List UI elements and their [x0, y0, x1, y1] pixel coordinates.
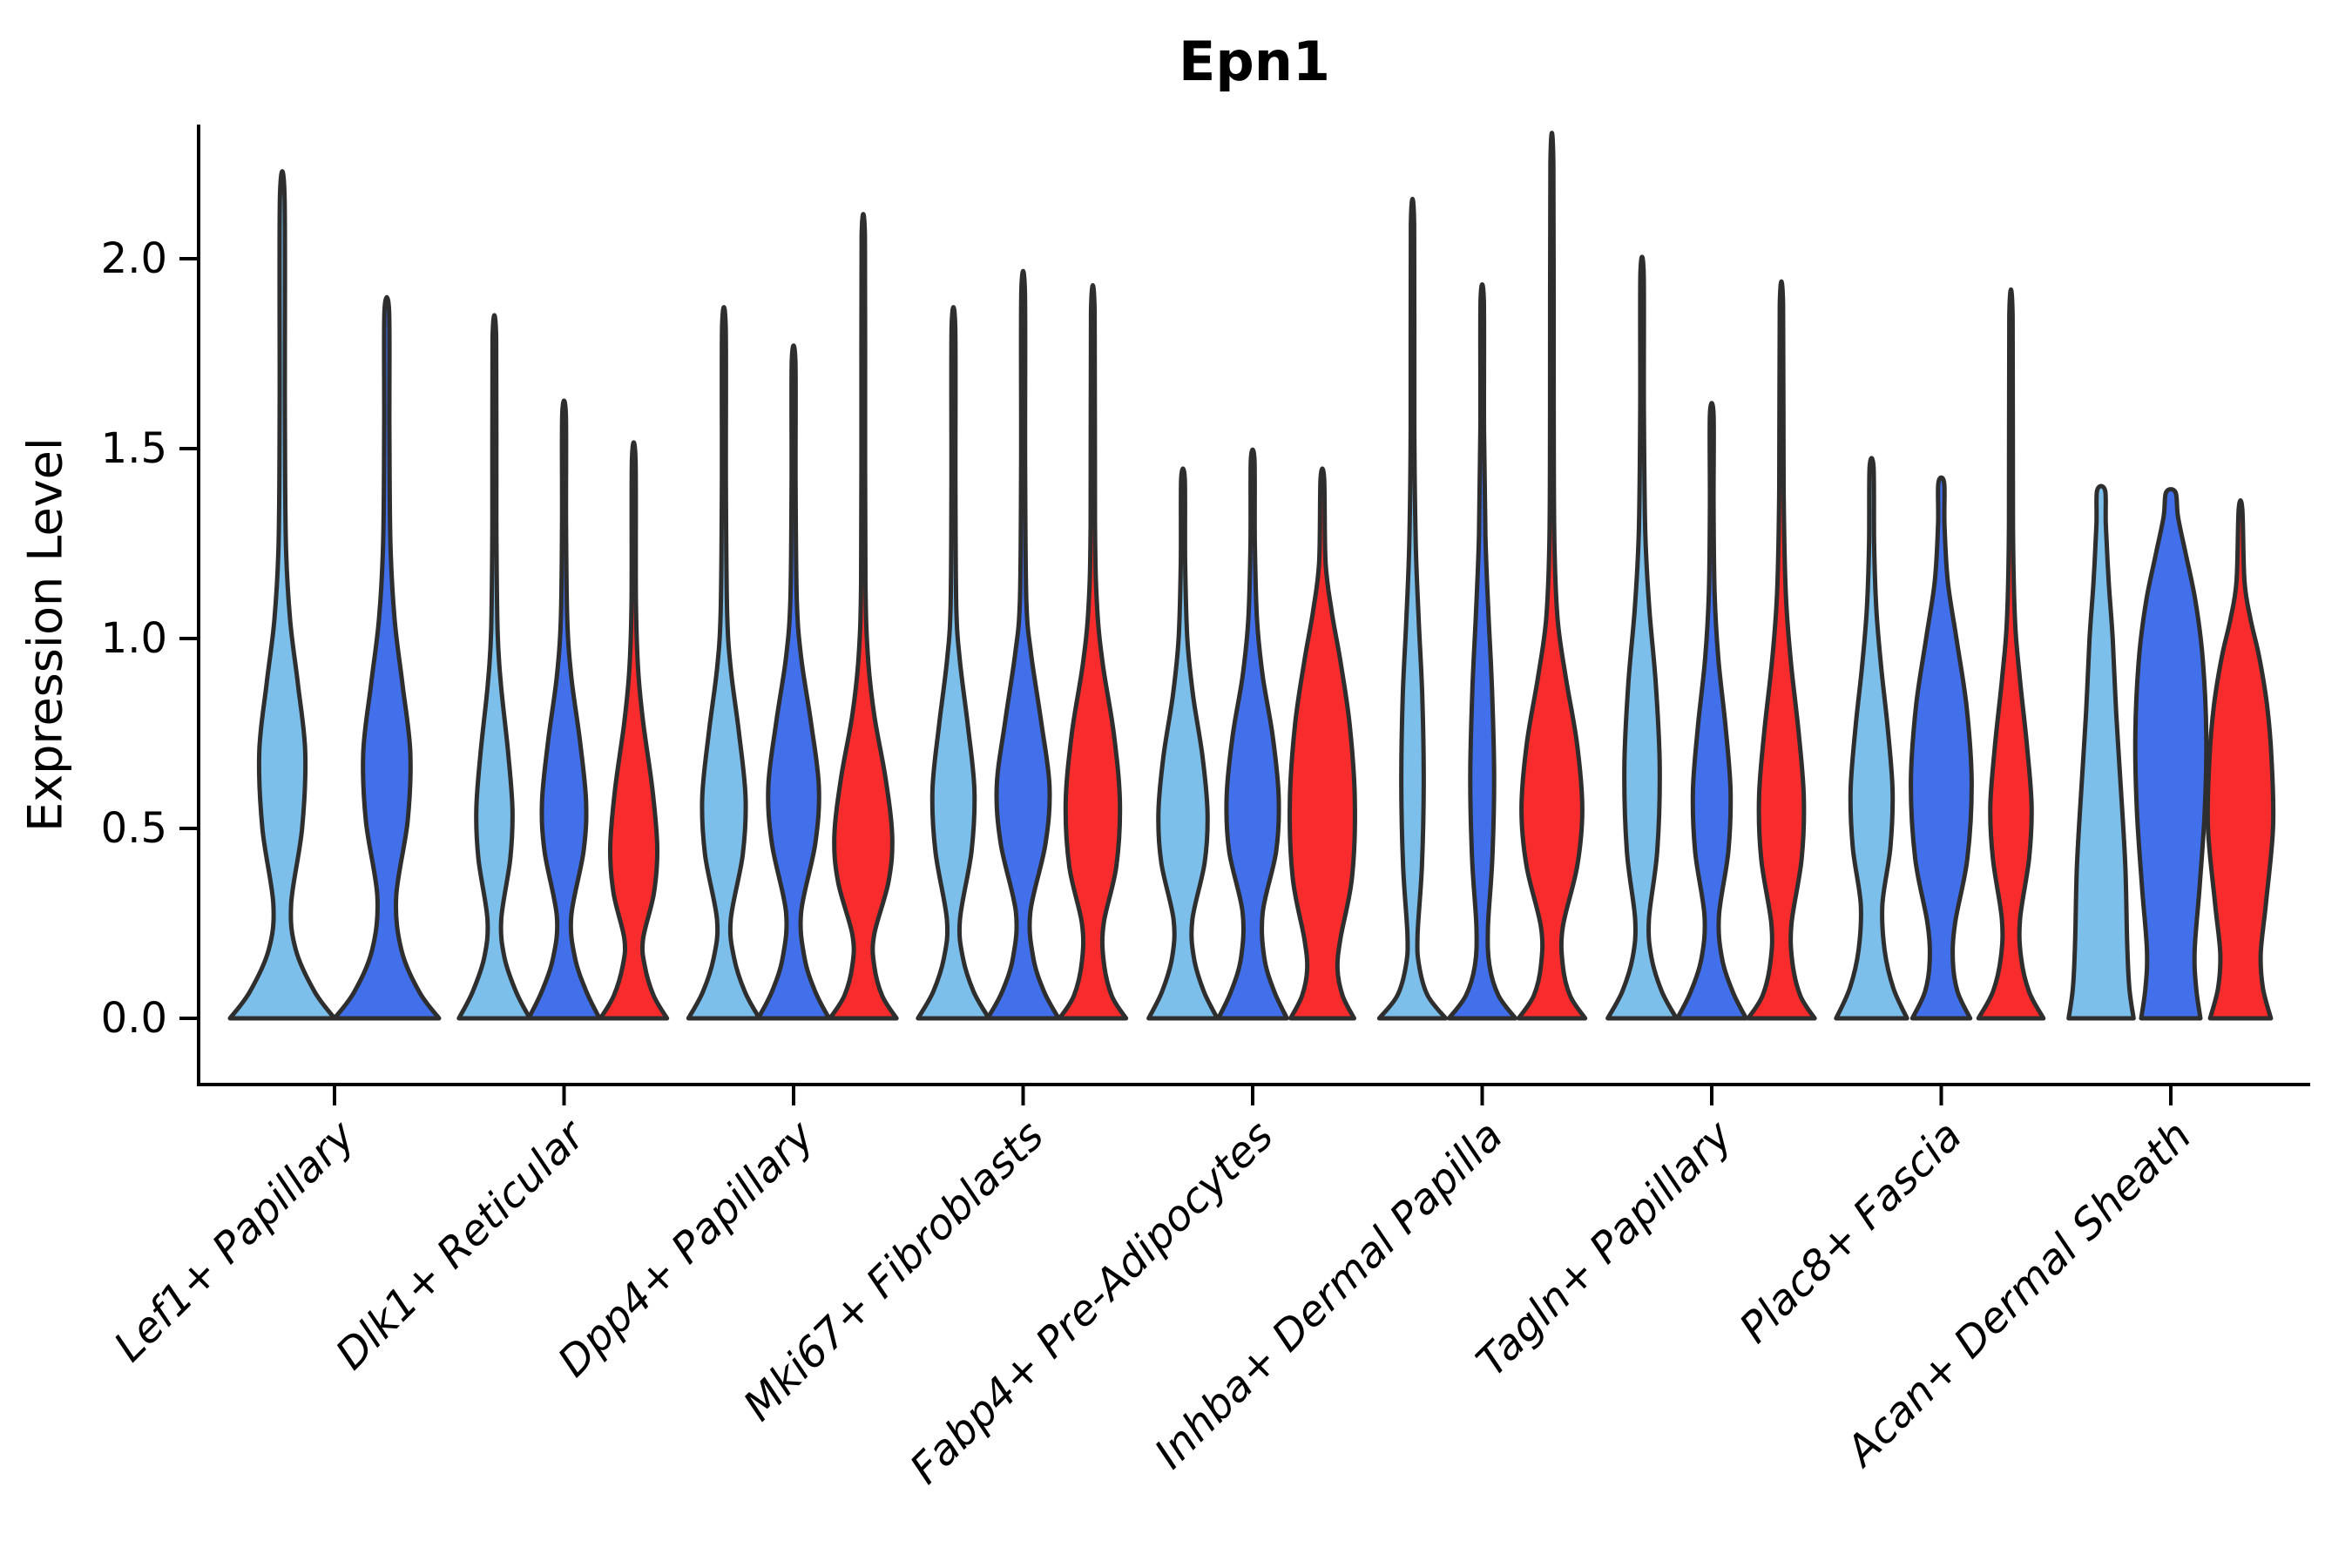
x-tick-label: Fabp4+ Pre-Adipocytes	[901, 1112, 1283, 1494]
y-axis-label: Expression Level	[17, 437, 73, 832]
violin-red-dlk1-reticular	[598, 440, 670, 1021]
x-tick-label: Lef1+ Papillary	[105, 1111, 365, 1371]
x-tick-label: Dlk1+ Reticular	[327, 1110, 597, 1380]
y-tick-label: 0.5	[101, 804, 167, 853]
violin-skyblue-fabp4-pre-adipocytes	[1146, 466, 1220, 1021]
y-tick-label: 1.5	[101, 424, 167, 473]
violin-skyblue-plac8-fascia	[1834, 456, 1909, 1021]
violin-red-mki67-fibroblasts	[1057, 282, 1129, 1021]
violin-royalblue-lef1-papillary	[332, 294, 442, 1021]
violin-royalblue-plac8-fascia	[1909, 475, 1974, 1021]
violin-red-plac8-fascia	[1976, 287, 2046, 1021]
violin-royalblue-tagln-papillary	[1675, 401, 1748, 1021]
violin-royalblue-mki67-fibroblasts	[985, 268, 1061, 1021]
violin-skyblue-tagln-papillary	[1605, 254, 1679, 1021]
violin-skyblue-lef1-papillary	[227, 169, 337, 1021]
violin-skyblue-mki67-fibroblasts	[916, 305, 991, 1021]
chart-title: Epn1	[1178, 30, 1331, 93]
violin-royalblue-dpp4-papillary	[755, 343, 832, 1021]
violin-red-fabp4-pre-adipocytes	[1288, 466, 1357, 1021]
violin-skyblue-inhba-dermal-papilla	[1376, 196, 1449, 1021]
violin-red-tagln-papillary	[1746, 279, 1817, 1021]
y-tick-label: 2.0	[101, 234, 167, 283]
y-tick-label: 0.0	[101, 994, 167, 1043]
violin-royalblue-acan-dermal-sheath	[2132, 487, 2209, 1021]
violin-red-inhba-dermal-papilla	[1516, 131, 1588, 1021]
x-tick-label: Plac8+ Fascia	[1730, 1112, 1971, 1353]
violin-skyblue-dlk1-reticular	[456, 313, 532, 1021]
violin-skyblue-dpp4-papillary	[686, 305, 762, 1021]
violin-royalblue-inhba-dermal-papilla	[1446, 281, 1518, 1021]
x-tick-label: Tagln+ Papillary	[1467, 1111, 1742, 1386]
violin-red-acan-dermal-sheath	[2205, 497, 2276, 1021]
violin-royalblue-fabp4-pre-adipocytes	[1216, 447, 1289, 1021]
violin-royalblue-dlk1-reticular	[526, 398, 602, 1021]
violin-red-dpp4-papillary	[828, 212, 899, 1021]
y-tick-label: 1.0	[101, 614, 167, 663]
violin-skyblue-acan-dermal-sheath	[2066, 483, 2136, 1021]
x-tick-label: Dpp4+ Papillary	[549, 1111, 824, 1386]
